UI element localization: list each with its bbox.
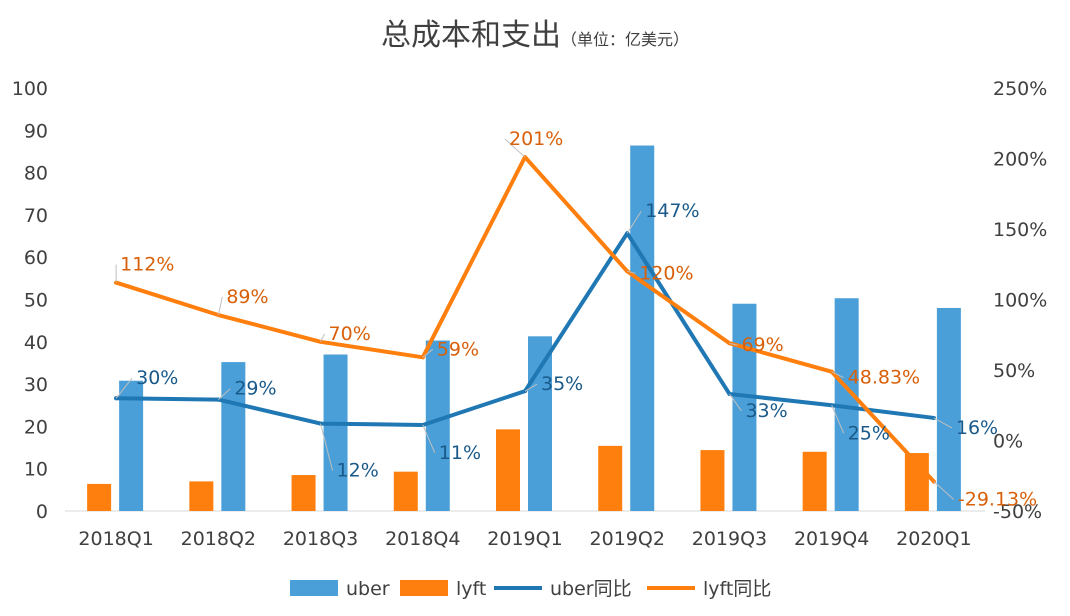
y-left-tick-label: 0 [36,501,48,523]
y-left-tick-label: 10 [24,459,48,481]
label-uber-yoy: 16% [956,417,998,439]
data-labels: 30% 29% 12% 11% 35% 147% 33% 25% 16% 112% 89% 70% 59… [115,128,1037,511]
bar-lyft [393,471,418,511]
legend: uber lyft uber同比 lyft同比 [290,578,771,600]
bar-uber [425,340,450,511]
bar-uber [630,145,655,511]
legend-swatch-uber [290,580,338,596]
label-lyft-yoy: 201% [509,128,563,150]
leader-lyft-yoy [504,138,526,158]
y-left-tick-label: 60 [24,247,48,269]
legend-label: uber [346,578,390,600]
x-tick-label: 2020Q1 [896,528,971,550]
y-right-tick-label: 50% [993,360,1035,382]
y-left-tick-label: 50 [24,290,48,312]
leader-uber-yoy [831,405,845,434]
leader-uber-yoy [115,377,133,399]
label-lyft-yoy: 70% [329,323,371,345]
bar-uber [221,362,246,511]
label-uber-yoy: 33% [745,400,787,422]
y-left-tick-label: 80 [24,163,48,185]
x-tick-label: 2018Q3 [283,528,358,550]
leader-lyft-yoy [831,371,844,379]
leader-lyft-yoy [627,270,636,274]
label-lyft-yoy: 89% [226,286,268,308]
leader-uber-yoy [524,383,538,392]
leader-lyft-yoy [320,333,326,343]
x-tick-label: 2019Q3 [692,528,767,550]
label-uber-yoy: 35% [541,373,583,395]
chart-title-unit: （单位：亿美元） [561,30,689,49]
leader-uber-yoy [217,388,231,400]
leader-uber-yoy [626,210,642,234]
x-tick-label: 2019Q2 [590,528,665,550]
y-right-tick-label: 250% [993,78,1047,100]
leader-uber-yoy [933,417,953,429]
bars [87,145,961,511]
bar-lyft [700,450,725,511]
leader-lyft-yoy [217,296,223,316]
y-left-tick-label: 100 [12,78,48,100]
leader-uber-yoy [422,424,436,454]
bar-uber [732,303,757,511]
y-left-tick-label: 90 [24,120,48,142]
legend-label: lyft同比 [703,578,771,600]
leader-lyft-yoy [422,348,434,358]
bar-lyft [598,445,623,511]
x-tick-label: 2018Q2 [181,528,256,550]
axes: 0 10 20 30 40 50 60 70 80 90 100 -50% 0% 50% 100% 150% 2… [12,78,1048,550]
y-left-tick-label: 70 [24,205,48,227]
y-left-tick-label: 30 [24,374,48,396]
label-uber-yoy: 12% [337,460,379,482]
label-uber-yoy: 147% [645,200,699,222]
bar-lyft [802,451,827,511]
label-uber-yoy: 30% [136,367,178,389]
chart-title: 总成本和支出（单位：亿美元） [381,18,689,53]
label-lyft-yoy: 120% [639,262,693,284]
leader-lyft-yoy [933,481,955,500]
label-lyft-yoy: 59% [437,338,479,360]
x-tick-label: 2018Q1 [78,528,153,550]
legend-swatch-lyft [400,580,448,596]
y-right-tick-label: 0% [993,431,1023,453]
bar-lyft [189,481,214,511]
legend-label: uber同比 [550,578,632,600]
label-lyft-yoy: 112% [120,254,174,276]
bar-uber [528,336,552,511]
bar-uber [936,307,961,511]
bar-lyft [291,475,316,511]
x-tick-label: 2018Q4 [385,528,460,550]
bar-uber [323,354,348,511]
legend-label: lyft [456,578,486,600]
x-tick-label: 2019Q1 [487,528,562,550]
label-lyft-yoy: -29.13% [958,489,1037,511]
y-left-tick-label: 20 [24,416,48,438]
y-right-tick-label: -50% [993,501,1042,523]
label-lyft-yoy: 48.83% [848,367,920,389]
chart-title-main: 总成本和支出 [381,18,561,53]
bar-lyft [496,429,520,511]
label-lyft-yoy: 69% [741,334,783,356]
bar-lyft [87,483,112,511]
y-right-tick-label: 150% [993,219,1047,241]
y-right-tick-label: 200% [993,149,1047,171]
leader-uber-yoy [729,393,742,412]
label-uber-yoy: 11% [439,442,481,464]
bar-uber [119,380,144,511]
label-uber-yoy: 25% [848,422,890,444]
y-left-tick-label: 40 [24,332,48,354]
leader-uber-yoy [320,423,334,471]
y-right-tick-label: 100% [993,290,1047,312]
label-uber-yoy: 29% [234,378,276,400]
leader-lyft-yoy [729,342,738,346]
x-tick-label: 2019Q4 [794,528,869,550]
